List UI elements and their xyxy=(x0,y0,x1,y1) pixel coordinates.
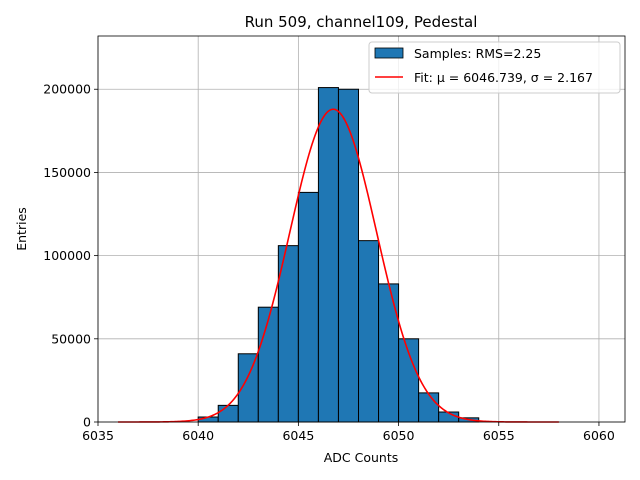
legend-histogram-swatch xyxy=(374,47,404,59)
y-tick-label: 0 xyxy=(83,415,91,430)
plot-frame xyxy=(97,35,626,423)
x-axis-label: ADC Counts xyxy=(324,450,399,465)
fit-curve-layer xyxy=(118,108,559,423)
legend-histogram-label: Samples: RMS=2.25 xyxy=(414,46,541,61)
y-axis-ticks: 0 50000 100000 150000 200000 xyxy=(43,82,98,430)
histogram-bar xyxy=(317,87,339,423)
legend-box xyxy=(368,41,621,94)
histogram-bar xyxy=(418,392,440,423)
histogram-bar xyxy=(357,240,380,423)
legend: Samples: RMS=2.25 Fit: μ = 6046.739, σ =… xyxy=(368,41,621,94)
histogram-bars xyxy=(197,87,480,423)
legend-fit-label: Fit: μ = 6046.739, σ = 2.167 xyxy=(414,70,593,85)
histogram-bar xyxy=(378,283,400,423)
histogram-bar xyxy=(217,404,239,423)
histogram-bar xyxy=(257,306,279,423)
y-tick-label: 50000 xyxy=(51,331,91,346)
y-tick-label: 200000 xyxy=(43,82,91,97)
x-tick-label: 6060 xyxy=(583,428,615,443)
gaussian-fit-curve xyxy=(118,108,559,423)
y-tick-label: 150000 xyxy=(43,165,91,180)
chart-title: Run 509, channel109, Pedestal xyxy=(245,13,478,31)
x-axis-ticks: 6035 6040 6045 6050 6055 6060 xyxy=(82,422,615,443)
x-tick-label: 6050 xyxy=(383,428,415,443)
histogram-bar xyxy=(337,88,359,423)
x-tick-label: 6035 xyxy=(82,428,114,443)
y-tick-label: 100000 xyxy=(43,248,91,263)
x-tick-label: 6055 xyxy=(483,428,515,443)
x-tick-label: 6040 xyxy=(182,428,214,443)
y-axis-label: Entries xyxy=(14,207,29,251)
histogram-bar xyxy=(297,191,319,423)
x-tick-label: 6045 xyxy=(282,428,314,443)
